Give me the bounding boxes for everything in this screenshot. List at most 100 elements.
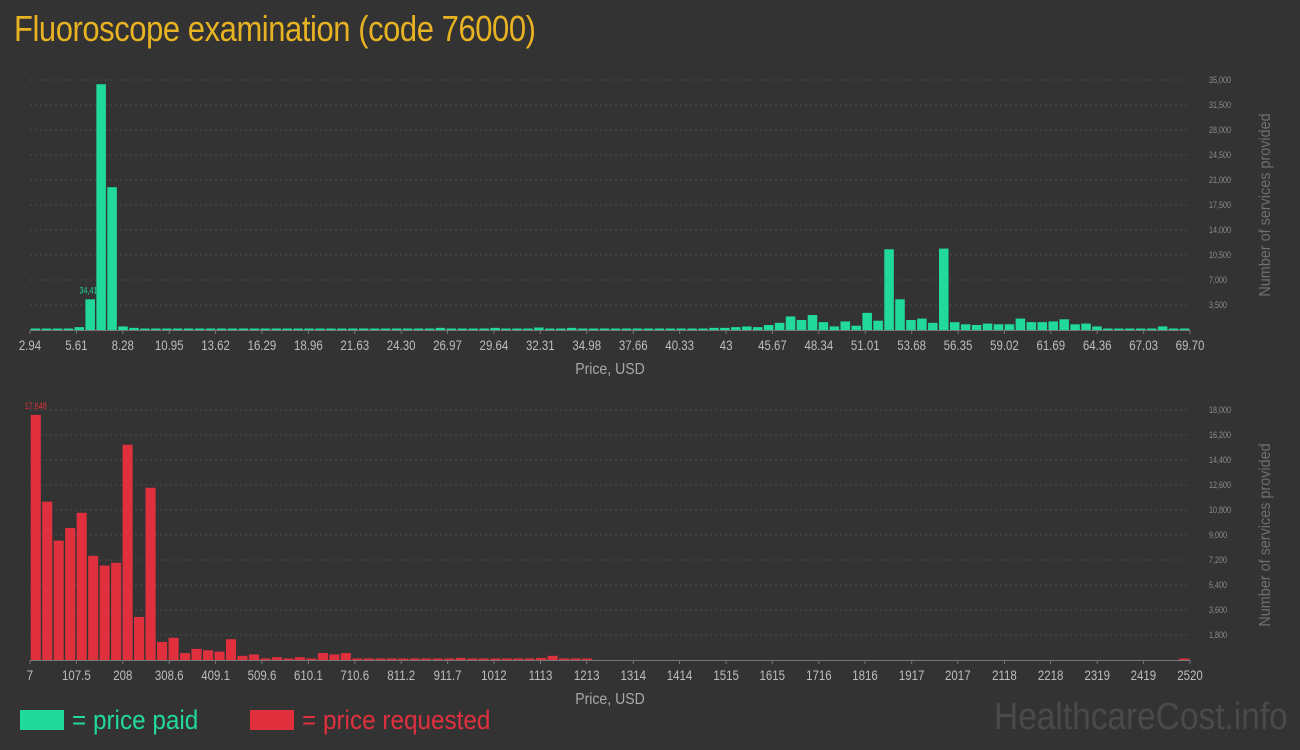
x-tick-label: 1515 [713, 667, 739, 683]
x-tick-label: 2218 [1038, 667, 1064, 683]
bar [386, 658, 397, 660]
y-tick-label: 10,800 [1209, 505, 1231, 515]
x-tick-label: 107.5 [62, 667, 91, 683]
bar [632, 328, 643, 330]
bar [577, 328, 588, 330]
bar [581, 658, 593, 660]
bar [1135, 328, 1146, 330]
bar [1146, 328, 1157, 330]
bar [52, 328, 63, 330]
x-tick-label: 21.63 [340, 337, 369, 353]
bar [1114, 328, 1124, 330]
bar [205, 328, 216, 330]
bar [134, 616, 145, 660]
bar [478, 658, 489, 660]
bar [99, 565, 110, 660]
bar [599, 328, 610, 330]
bar [444, 658, 455, 660]
bar [151, 328, 161, 330]
x-tick-label: 69.70 [1176, 337, 1205, 353]
bar [41, 328, 52, 330]
bar [610, 328, 621, 330]
bar [807, 315, 818, 330]
bar [785, 316, 796, 330]
bar [1179, 658, 1190, 660]
page-title: Fluoroscope examination (code 76000) [14, 8, 536, 49]
bar [906, 320, 916, 330]
bar [709, 327, 719, 330]
x-tick-label: 1615 [759, 667, 785, 683]
x-tick-label: 29.64 [480, 337, 509, 353]
y-tick-label: 7,000 [1209, 275, 1227, 285]
legend-price-paid: = price paid [20, 703, 212, 737]
x-tick-label: 16.29 [248, 337, 277, 353]
peak-value-label: 34,411 [79, 286, 101, 296]
x-tick-label: 26.97 [433, 337, 462, 353]
bar [467, 658, 478, 660]
bar [512, 328, 522, 330]
bar [352, 658, 363, 660]
bar [145, 487, 156, 660]
bar [1048, 321, 1058, 330]
bar [524, 658, 535, 660]
x-tick-label: 53.68 [897, 337, 926, 353]
bar [687, 328, 697, 330]
bar [140, 328, 150, 330]
bar [547, 655, 558, 660]
bar [282, 328, 292, 330]
legend-paid-label: = price paid [72, 704, 199, 735]
bar [895, 299, 905, 330]
bar [432, 658, 443, 660]
bar [74, 327, 85, 330]
x-tick-label: 1414 [667, 667, 693, 683]
bar [157, 641, 168, 660]
bar [1168, 328, 1179, 330]
y-tick-label: 14,400 [1209, 455, 1231, 465]
x-tick-label: 67.03 [1129, 337, 1158, 353]
bar [982, 323, 993, 330]
bar [30, 328, 41, 330]
legend-price-requested: = price requested [250, 703, 511, 737]
bar [665, 328, 675, 330]
bar [501, 658, 512, 660]
bar [317, 653, 328, 660]
y-tick-label: 1,800 [1209, 630, 1227, 640]
peak-value-label: 17,648 [25, 401, 47, 411]
bar [363, 658, 374, 660]
y-tick-label: 10,500 [1209, 250, 1231, 260]
bar [829, 326, 840, 330]
y-tick-label: 18,000 [1209, 405, 1231, 415]
y-tick-label: 28,000 [1209, 125, 1231, 135]
x-tick-label: 43 [720, 337, 733, 353]
y-tick-label: 3,500 [1209, 300, 1227, 310]
bar [1037, 322, 1048, 330]
x-tick-label: 308.6 [155, 667, 184, 683]
bar [1081, 323, 1091, 330]
bar [375, 658, 386, 660]
bar [76, 512, 87, 660]
bar [536, 657, 547, 660]
bar [960, 324, 971, 330]
bar [326, 328, 336, 330]
bar [216, 328, 227, 330]
x-tick-label: 1716 [806, 667, 832, 683]
bar [421, 658, 432, 660]
bar [293, 328, 303, 330]
bar [391, 328, 402, 330]
x-tick-label: 509.6 [248, 667, 277, 683]
bar [359, 328, 369, 330]
bar [260, 328, 271, 330]
bar [752, 327, 763, 330]
x-tick-label: 5.61 [65, 337, 87, 353]
price-paid-chart: 3,500 7,000 10,500 14,000 17,500 21,000 24,500… [19, 75, 1274, 378]
bar [172, 328, 183, 330]
bar [1157, 326, 1168, 330]
x-tick-label: 37.66 [619, 337, 648, 353]
bar [85, 299, 95, 330]
bar [107, 187, 117, 330]
x-tick-label: 811.2 [387, 667, 415, 683]
x-tick-label: 1314 [621, 667, 647, 683]
bar [249, 328, 260, 330]
y-tick-label: 9,000 [1209, 530, 1227, 540]
x-tick-label: 61.69 [1036, 337, 1065, 353]
